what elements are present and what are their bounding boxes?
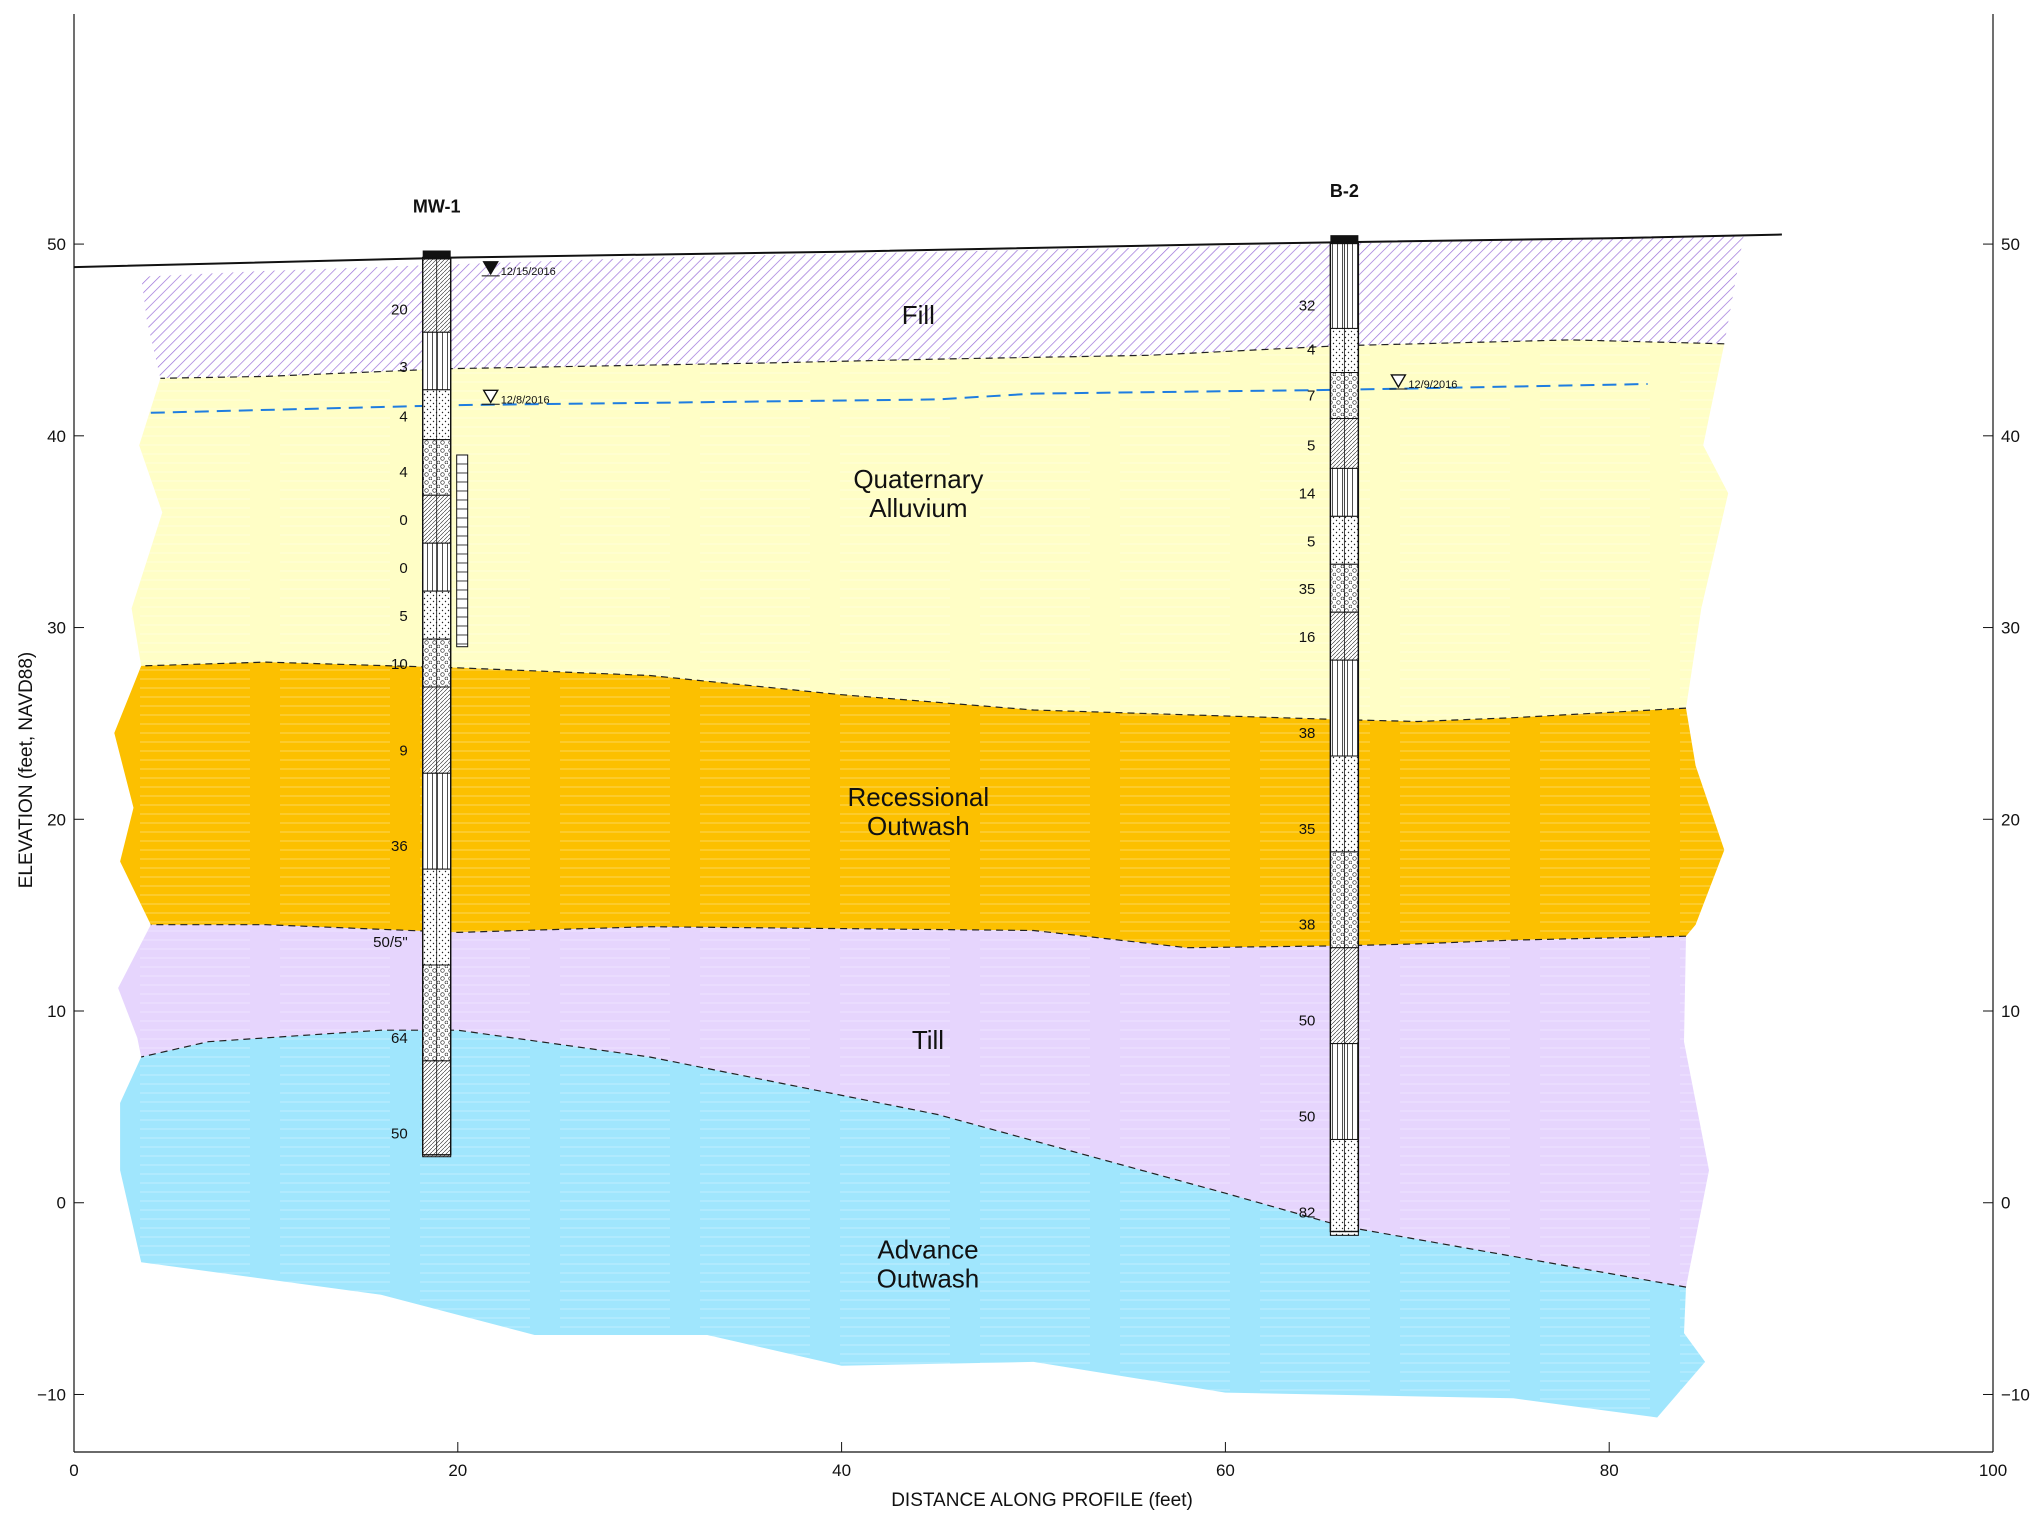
geologic-units xyxy=(114,236,1744,1418)
boring-mw-1-blow-count: 3 xyxy=(399,359,407,376)
x-tick-label: 0 xyxy=(69,1461,78,1480)
boring-b-2-blow-count: 16 xyxy=(1299,629,1316,646)
y-tick-label-left: 30 xyxy=(47,619,66,638)
boring-b-2-blow-count: 50 xyxy=(1299,1013,1316,1030)
boring-b-2-blow-count: 5 xyxy=(1307,437,1315,454)
boring-b-2-cap xyxy=(1330,235,1359,245)
boring-mw-1-blow-count: 36 xyxy=(391,838,408,855)
contact-till-base xyxy=(141,1029,1687,1288)
boring-mw-1-blow-count: 50 xyxy=(391,1126,408,1143)
y-tick-label-right: 10 xyxy=(2001,1002,2020,1021)
boring-b-2-blow-count: 32 xyxy=(1299,297,1316,314)
y-tick-label-left: 20 xyxy=(47,810,66,829)
unit-recessional-outwash-texture xyxy=(114,662,1725,948)
unit-label-quaternary-alluvium: Quaternary xyxy=(853,464,983,494)
contact-recessional-outwash-base xyxy=(150,924,1687,949)
boring-mw-1-blow-count: 0 xyxy=(399,512,407,529)
boring-mw-1: MW-1 20 3 4 4 0 0 5 10 9 36 50/5" 64 50 12/15/2016 12/8… xyxy=(373,197,556,1158)
water-level-marker-icon xyxy=(482,261,499,276)
boring-b-2-blow-count: 38 xyxy=(1299,725,1316,742)
x-axis-title: DISTANCE ALONG PROFILE (feet) xyxy=(891,1490,1193,1511)
ground-surface-line xyxy=(73,233,1782,269)
y-tick-label-right: 50 xyxy=(2001,235,2020,254)
water-level-date: 12/9/2016 xyxy=(1408,379,1457,391)
y-tick-label-right: 0 xyxy=(2001,1194,2010,1213)
unit-advance-outwash-texture xyxy=(120,1030,1706,1418)
x-tick-label: 60 xyxy=(1216,1461,1235,1480)
unit-label-advance-outwash: Advance xyxy=(877,1235,978,1265)
unit-till-texture xyxy=(118,924,1710,1288)
unit-label-advance-outwash: Outwash xyxy=(877,1264,980,1294)
water-level-date: 12/15/2016 xyxy=(501,266,556,278)
boring-b-2-blow-count: 38 xyxy=(1299,917,1316,934)
y-tick-label-right: −10 xyxy=(2001,1385,2030,1404)
boring-mw-1-cap xyxy=(422,250,451,260)
y-axis-title: ELEVATION (feet, NAVD88) xyxy=(16,652,37,889)
y-tick-label-left: −10 xyxy=(37,1385,66,1404)
unit-recessional-outwash xyxy=(114,662,1725,948)
boring-b-2-blow-count: 4 xyxy=(1307,342,1315,359)
unit-quaternary-alluvium xyxy=(131,339,1729,722)
unit-label-recessional-outwash: Outwash xyxy=(867,811,970,841)
boring-b-2-blow-count: 82 xyxy=(1299,1204,1316,1221)
boring-b-2-blow-count: 14 xyxy=(1299,485,1316,502)
contact-fill-base xyxy=(160,339,1725,379)
y-tick-label-right: 40 xyxy=(2001,427,2020,446)
unit-label-till: Till xyxy=(912,1025,944,1055)
y-tick-label-right: 20 xyxy=(2001,810,2020,829)
boring-mw-1-blow-count: 10 xyxy=(391,656,408,673)
boring-b-2-blow-count: 5 xyxy=(1307,533,1315,550)
boring-mw-1-blow-count: 20 xyxy=(391,301,408,318)
boring-mw-1-blow-count: 50/5" xyxy=(373,934,408,951)
unit-labels: FillQuaternaryAlluviumRecessionalOutwash… xyxy=(848,300,990,1294)
boring-b-2-blow-count: 35 xyxy=(1299,581,1316,598)
boring-mw-1-title: MW-1 xyxy=(413,197,461,217)
unit-label-recessional-outwash: Recessional xyxy=(848,782,990,812)
unit-quaternary-alluvium-texture xyxy=(131,339,1729,722)
boring-mw-1-blow-count: 4 xyxy=(399,409,407,426)
water-level-marker-icon xyxy=(1390,374,1407,389)
x-tick-label: 20 xyxy=(448,1461,467,1480)
x-tick-label: 100 xyxy=(1979,1461,2007,1480)
boring-b-2-blow-count: 35 xyxy=(1299,821,1316,838)
y-tick-label-left: 10 xyxy=(47,1002,66,1021)
unit-contacts xyxy=(141,339,1725,1288)
boring-mw-1-blow-count: 9 xyxy=(399,742,407,759)
boring-mw-1-blow-count: 4 xyxy=(399,464,407,481)
boring-mw-1-blow-count: 0 xyxy=(399,560,407,577)
boring-logs: MW-1 20 3 4 4 0 0 5 10 9 36 50/5" 64 50 12/15/2016 12/8… xyxy=(373,181,1457,1236)
boring-b-2-title: B-2 xyxy=(1330,181,1359,201)
well-screen xyxy=(456,454,469,648)
boring-mw-1-blow-count: 64 xyxy=(391,1030,408,1047)
contact-quaternary-alluvium-base xyxy=(141,661,1687,723)
boring-b-2: B-2 32 4 7 5 14 5 35 16 38 35 38 50 50 82 12/9/2016 xyxy=(1299,181,1457,1236)
y-tick-label-left: 40 xyxy=(47,427,66,446)
boring-b-2-blow-count: 7 xyxy=(1307,388,1315,405)
unit-label-fill: Fill xyxy=(902,300,935,330)
y-tick-label-left: 0 xyxy=(57,1194,66,1213)
x-tick-label: 80 xyxy=(1600,1461,1619,1480)
unit-till xyxy=(118,924,1710,1288)
y-tick-label-left: 50 xyxy=(47,235,66,254)
water-level-marker-icon xyxy=(482,389,499,404)
boring-b-2-blow-count: 50 xyxy=(1299,1108,1316,1125)
water-level-date: 12/8/2016 xyxy=(501,394,550,406)
y-tick-label-right: 30 xyxy=(2001,619,2020,638)
ground-surface xyxy=(73,233,1782,269)
boring-mw-1-blow-count: 5 xyxy=(399,608,407,625)
unit-advance-outwash xyxy=(120,1030,1706,1418)
unit-label-quaternary-alluvium: Alluvium xyxy=(869,493,967,523)
x-tick-label: 40 xyxy=(832,1461,851,1480)
